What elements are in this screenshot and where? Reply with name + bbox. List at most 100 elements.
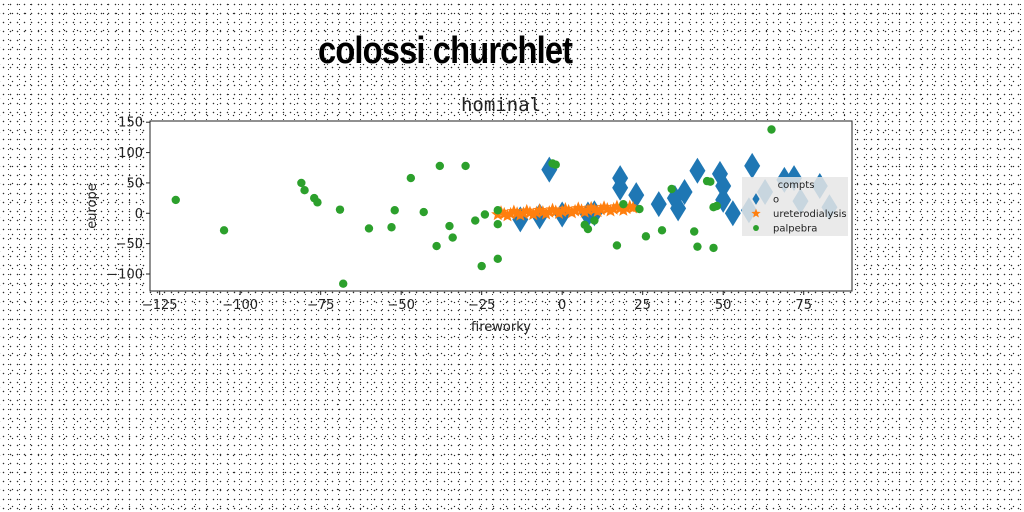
x-tick-label: −25 (468, 298, 495, 313)
circle-point (693, 242, 702, 251)
star-point (571, 201, 585, 215)
circle-point (300, 186, 309, 195)
diamond-point (628, 182, 645, 209)
y-axis: −100 −50 0 50 100 150 (107, 116, 150, 283)
x-tick-label: 25 (634, 298, 651, 313)
circle-point (480, 210, 490, 219)
diamond-point (650, 191, 667, 218)
circle-point (590, 216, 599, 225)
circle-point (635, 204, 644, 214)
circle-point (641, 232, 651, 241)
star-point (500, 208, 515, 222)
circle-point (297, 178, 306, 188)
x-tick-label: −125 (142, 298, 178, 313)
star-point (558, 202, 573, 215)
star-point (552, 206, 566, 219)
star-point (555, 204, 569, 218)
circle-point (406, 173, 416, 183)
circle-point (667, 184, 676, 194)
star-point (520, 203, 534, 217)
chart-title: hominal (461, 94, 541, 116)
star-point (584, 200, 598, 214)
star-point (504, 206, 518, 220)
x-tick-label: 0 (558, 298, 566, 313)
star-point (545, 202, 560, 216)
circle-point (419, 207, 428, 217)
diamond-point (715, 172, 732, 199)
circle-point (657, 226, 667, 235)
circle-point (706, 177, 715, 186)
circle-point (445, 221, 454, 231)
star-point (578, 205, 592, 218)
star-point (532, 203, 547, 216)
star-point (497, 206, 511, 220)
legend-title: compts (778, 180, 815, 191)
star-point (507, 204, 521, 218)
circle-point (390, 206, 399, 215)
legend-marker (752, 193, 760, 205)
star-point (574, 203, 589, 216)
star-point (607, 202, 621, 215)
star-point (510, 206, 524, 219)
star-point (568, 203, 582, 217)
star-point (542, 205, 556, 218)
plot-frame (149, 120, 853, 292)
circle-point (335, 205, 345, 214)
star-point (590, 204, 605, 218)
circle-point (477, 261, 486, 271)
star-point (600, 202, 614, 215)
star-point (619, 201, 634, 215)
star-point (536, 205, 550, 218)
star-point (523, 205, 537, 219)
circle-point (461, 161, 470, 171)
y-tick-label: 50 (126, 176, 143, 191)
data-markers (171, 125, 838, 288)
star-point (623, 199, 637, 213)
diamond-point (612, 174, 629, 201)
star-point (513, 208, 527, 221)
star-point (610, 199, 624, 213)
legend-entry-label: palpebra (773, 224, 817, 235)
star-point (565, 205, 579, 219)
y-tick-label: −100 (107, 268, 143, 283)
circle-point (493, 220, 502, 229)
circle-point (387, 223, 396, 232)
legend-marker (751, 208, 761, 218)
star-point (616, 203, 631, 216)
y-tick-label: 100 (118, 146, 143, 161)
circle-point (583, 224, 593, 234)
star-point (587, 202, 602, 216)
circle-point (612, 241, 622, 250)
diamond-point (724, 200, 741, 227)
diamond-point (676, 179, 693, 206)
circle-point (709, 243, 718, 253)
x-axis: −125 −100 −75 −50 −25 0 25 50 75 (142, 291, 812, 313)
chart-headline: colossi churchlet (318, 30, 573, 72)
y-axis-label: europe (85, 183, 100, 229)
y-tick-label: 0 (135, 207, 143, 222)
star-point (526, 207, 540, 221)
diamond-point (689, 157, 706, 184)
circle-point (219, 226, 229, 235)
star-point (603, 203, 618, 217)
circle-point (493, 206, 502, 215)
diamond-point (744, 152, 761, 179)
legend-box (742, 177, 848, 236)
star-point (516, 206, 531, 219)
legend-marker (753, 225, 759, 231)
circle-point (313, 198, 322, 207)
circle-point (471, 216, 480, 225)
star-point (613, 201, 627, 215)
circle-point (448, 233, 457, 242)
star-point (594, 202, 608, 216)
x-tick-label: −75 (307, 298, 334, 313)
circle-point (767, 125, 776, 134)
x-tick-label: −100 (222, 298, 258, 313)
x-tick-label: 75 (795, 298, 812, 313)
circle-point (712, 201, 721, 211)
star-point (561, 203, 576, 217)
x-axis-label: fireworky (471, 320, 531, 335)
circle-point (493, 254, 502, 264)
circle-point (551, 160, 560, 169)
